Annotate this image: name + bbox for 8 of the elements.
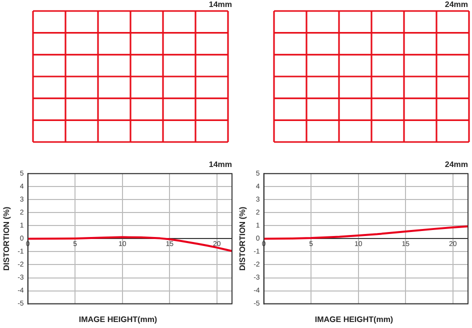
y-axis-title: DISTORTION (%)	[238, 206, 248, 271]
chart-title: 24mm	[444, 160, 468, 170]
text: 24mm	[444, 0, 468, 9]
x-axis-title: IMAGE HEIGHT(mm)	[314, 315, 394, 324]
y-axis-title: DISTORTION (%)	[2, 206, 12, 271]
x-axis-title: IMAGE HEIGHT(mm)	[78, 315, 158, 324]
chart-title: 14mm	[208, 160, 232, 170]
text: 14mm	[208, 0, 232, 9]
